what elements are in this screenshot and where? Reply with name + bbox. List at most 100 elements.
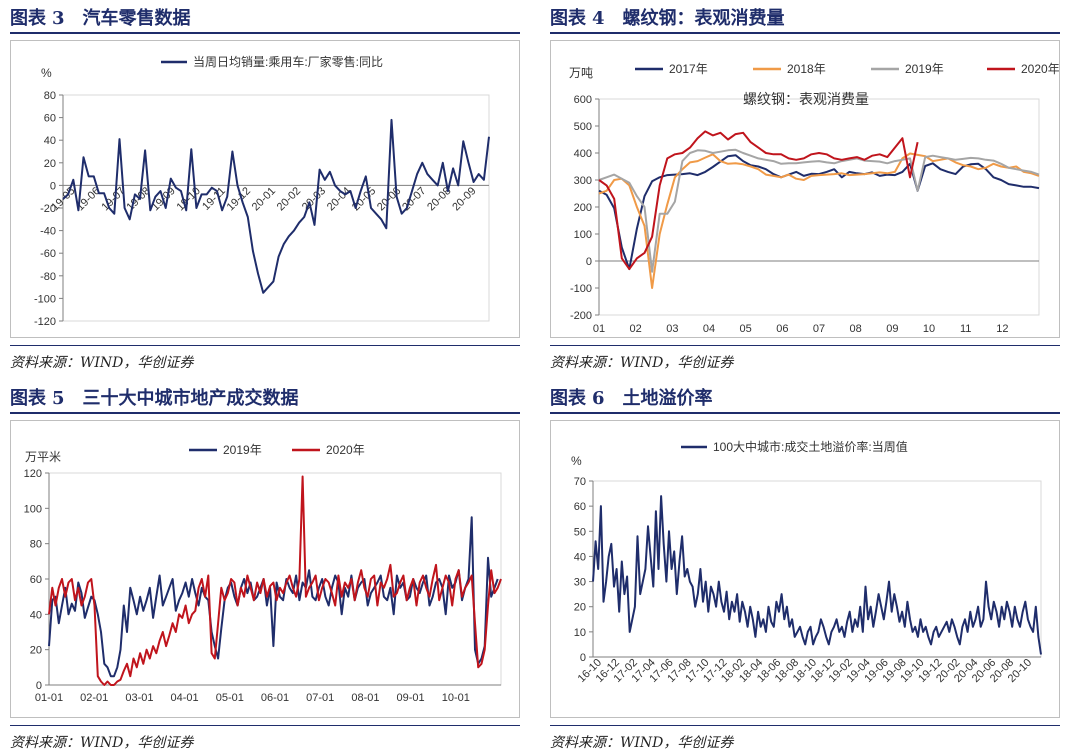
legend-label: 2018年 [787, 62, 826, 76]
y-tick-label: 60 [574, 501, 586, 513]
y-tick-label: 40 [574, 551, 586, 563]
y-tick-label: 500 [574, 121, 592, 133]
y-tick-label: 600 [574, 94, 592, 106]
title-rule [10, 32, 520, 34]
x-tick-label: 20-02 [275, 185, 303, 213]
y-tick-label: 100 [574, 229, 592, 241]
y-tick-label: 20 [574, 602, 586, 614]
x-tick-label: 05 [740, 323, 752, 335]
title-text: 螺纹钢：表观消费量 [622, 8, 785, 29]
series-line-3 [598, 148, 1040, 273]
title-number: 6 [592, 388, 605, 409]
legend-label: 100大中城市:成交土地溢价率:当周值 [713, 439, 908, 454]
y-tick-label: 40 [30, 609, 42, 621]
title-text: 土地溢价率 [622, 388, 713, 409]
title-rule [550, 32, 1060, 34]
x-tick-label: 05-01 [216, 692, 244, 704]
rebar-consumption-chart: 600 500 400 300 200 100 0 -100 -200 万吨 01 02 03 04 05 0… [569, 62, 1060, 335]
source-rule [10, 725, 520, 726]
y-tick-label: -60 [40, 248, 56, 260]
y-tick-label: 80 [30, 539, 42, 551]
title-prefix: 图表 [550, 8, 586, 29]
y-tick-label: 60 [44, 113, 56, 125]
panel-chart-6: 图表 6 土地溢价率 70 60 50 40 30 20 10 0% 16-10 16-12 17-02… [550, 380, 1060, 755]
x-tick-label: 06-01 [261, 692, 289, 704]
y-tick-label: 400 [574, 148, 592, 160]
x-tick-label: 04 [703, 323, 715, 335]
panel-title: 图表 5 三十大中城市地产成交数据 [10, 384, 299, 410]
series-line-1 [48, 516, 499, 678]
series-line-4 [598, 130, 919, 271]
y-tick-label: 0 [50, 180, 56, 192]
y-tick-label: 70 [574, 476, 586, 488]
title-rule [550, 412, 1060, 414]
y-tick-label: 30 [574, 577, 586, 589]
x-tick-label: 08 [850, 323, 862, 335]
x-tick-label: 20-01 [250, 185, 278, 213]
source-rule [10, 345, 520, 346]
y-tick-label: 20 [30, 645, 42, 657]
x-tick-label: 09 [886, 323, 898, 335]
panel-title: 图表 3 汽车零售数据 [10, 4, 191, 30]
panel-title: 图表 4 螺纹钢：表观消费量 [550, 4, 785, 30]
y-tick-label: 300 [574, 175, 592, 187]
y-unit-label: 万吨 [569, 66, 593, 80]
title-rule [10, 412, 520, 414]
series-line-2 [48, 475, 502, 686]
y-tick-label: -80 [40, 271, 56, 283]
y-tick-label: 80 [44, 90, 56, 102]
auto-retail-chart: 806040200-20-40-60-80-100-120%19-0519-06… [34, 54, 490, 328]
y-tick-label: 40 [44, 135, 56, 147]
y-unit-label: % [571, 454, 582, 468]
x-tick-label: 20-09 [450, 185, 478, 213]
title-prefix: 图表 [550, 388, 586, 409]
panel-title: 图表 6 土地溢价率 [550, 384, 713, 410]
y-tick-label: -100 [34, 293, 56, 305]
x-tick-label: 01 [593, 323, 605, 335]
x-tick-label: 02 [630, 323, 642, 335]
y-tick-label: 0 [586, 256, 592, 268]
y-tick-label: 60 [30, 574, 42, 586]
x-tick-label: 07-01 [306, 692, 334, 704]
x-tick-label: 07 [813, 323, 825, 335]
x-tick-label: 20-03 [300, 185, 328, 213]
x-tick-label: 20-05 [350, 185, 378, 213]
y-tick-label: 50 [574, 526, 586, 538]
x-tick-label: 09-01 [397, 692, 425, 704]
source-note: 资料来源：WIND，华创证券 [550, 355, 734, 371]
source-note: 资料来源：WIND，华创证券 [550, 735, 734, 751]
y-tick-label: 0 [580, 652, 586, 664]
y-tick-label: 20 [44, 158, 56, 170]
x-tick-label: 03-01 [125, 692, 153, 704]
title-number: 3 [52, 8, 65, 29]
title-prefix: 图表 [10, 388, 46, 409]
land-premium-chart: 706050403020100%16-1016-1217-0217-0417-0… [571, 439, 1042, 685]
x-tick-label: 02-01 [80, 692, 108, 704]
y-tick-label: -40 [40, 226, 56, 238]
legend-label: 2020年 [326, 443, 365, 457]
legend-label: 2017年 [669, 62, 708, 76]
x-tick-label: 10 [923, 323, 935, 335]
chart-frame: 600 500 400 300 200 100 0 -100 -200 万吨 01 02 03 04 05 0… [550, 40, 1060, 338]
x-tick-label: 08-01 [351, 692, 379, 704]
y-tick-label: 120 [24, 468, 42, 480]
title-text: 汽车零售数据 [82, 8, 191, 29]
y-tick-label: 0 [36, 680, 42, 692]
legend-label: 2019年 [223, 443, 262, 457]
chart-frame: 120 100 80 60 40 20 0 万平米 01-01 02-01 03-01 04-01 05… [10, 420, 520, 718]
x-tick-label: 12 [996, 323, 1008, 335]
series-line-1 [592, 495, 1042, 655]
source-rule [550, 725, 1060, 726]
y-tick-label: 200 [574, 202, 592, 214]
panel-chart-4: 图表 4 螺纹钢：表观消费量 600 500 400 300 200 100 0 -100 -200… [550, 0, 1060, 378]
y-tick-label: 100 [24, 503, 42, 515]
y-tick-label: -100 [570, 283, 592, 295]
plot-area [598, 98, 1040, 316]
x-tick-label: 06 [776, 323, 788, 335]
y-tick-label: -20 [40, 203, 56, 215]
title-text: 三十大中城市地产成交数据 [82, 388, 299, 409]
x-tick-label: 01-01 [35, 692, 63, 704]
y-tick-label: -200 [570, 310, 592, 322]
legend-label: 2019年 [905, 62, 944, 76]
x-tick-label: 10-01 [442, 692, 470, 704]
